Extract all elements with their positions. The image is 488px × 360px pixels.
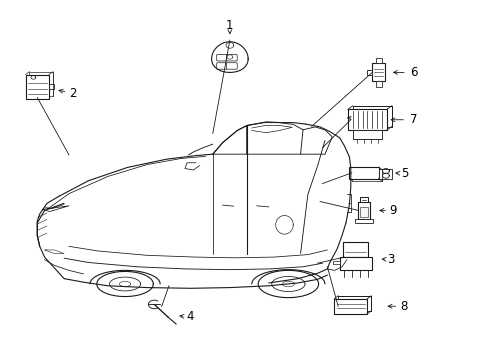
Bar <box>352 106 391 127</box>
FancyBboxPatch shape <box>226 54 237 61</box>
Bar <box>366 69 372 75</box>
Bar <box>352 130 381 139</box>
FancyBboxPatch shape <box>226 63 237 69</box>
Bar <box>339 257 371 270</box>
Bar <box>357 202 369 220</box>
FancyBboxPatch shape <box>216 54 227 61</box>
Bar <box>49 84 54 89</box>
Text: 9: 9 <box>388 204 396 217</box>
Text: 4: 4 <box>186 310 193 324</box>
FancyBboxPatch shape <box>216 63 227 69</box>
Text: 1: 1 <box>225 19 233 32</box>
Text: 6: 6 <box>409 66 417 79</box>
Bar <box>359 207 367 217</box>
Bar <box>342 242 367 257</box>
Text: 2: 2 <box>69 87 77 100</box>
Bar <box>348 167 378 179</box>
Text: 8: 8 <box>400 300 407 313</box>
Bar <box>375 81 381 87</box>
Bar <box>333 299 366 314</box>
Bar <box>332 261 339 264</box>
Text: 3: 3 <box>386 253 394 266</box>
Bar <box>378 168 391 179</box>
Bar <box>372 63 384 81</box>
Bar <box>29 72 53 96</box>
Bar <box>375 58 381 63</box>
Text: 7: 7 <box>409 113 417 126</box>
Bar <box>337 296 370 311</box>
Bar <box>25 75 49 99</box>
Bar <box>359 197 367 202</box>
Bar <box>351 169 381 181</box>
Bar <box>347 109 386 130</box>
Text: 5: 5 <box>400 167 407 180</box>
Bar <box>354 219 372 223</box>
